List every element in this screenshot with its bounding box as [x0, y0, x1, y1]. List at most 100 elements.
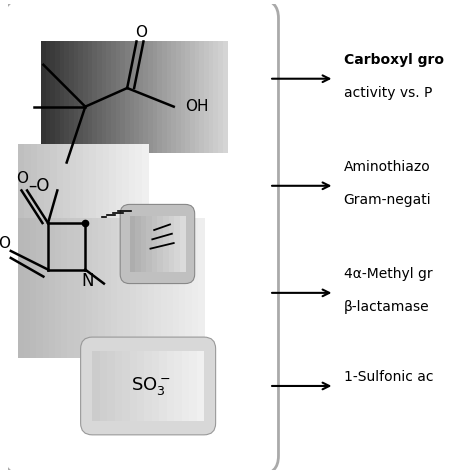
Bar	[50, 144, 58, 228]
Bar	[122, 351, 130, 421]
Bar	[61, 219, 68, 358]
Bar	[120, 42, 126, 153]
Bar	[122, 144, 129, 228]
Bar	[44, 144, 51, 228]
Bar	[30, 219, 37, 358]
Bar	[209, 42, 214, 153]
Bar	[78, 42, 84, 153]
Bar	[49, 219, 56, 358]
Bar	[24, 219, 31, 358]
Bar	[134, 42, 140, 153]
Bar	[96, 144, 103, 228]
Bar	[135, 144, 143, 228]
Bar	[115, 351, 122, 421]
Bar	[36, 219, 44, 358]
Bar	[148, 42, 154, 153]
Bar	[185, 219, 192, 358]
Bar	[128, 144, 136, 228]
Bar	[73, 42, 79, 153]
Bar	[69, 42, 74, 153]
Bar	[195, 42, 201, 153]
Bar	[153, 42, 158, 153]
Bar	[111, 42, 117, 153]
Bar	[73, 219, 81, 358]
Text: –O: –O	[28, 177, 49, 195]
Bar	[83, 144, 91, 228]
Bar	[109, 144, 117, 228]
FancyBboxPatch shape	[81, 337, 216, 435]
Bar	[83, 42, 89, 153]
Text: Carboxyl gro: Carboxyl gro	[344, 53, 444, 67]
Bar	[141, 216, 147, 272]
Bar	[176, 42, 182, 153]
Bar	[197, 351, 204, 421]
Bar	[185, 42, 191, 153]
Bar	[70, 144, 77, 228]
Bar	[137, 351, 145, 421]
Bar	[24, 144, 32, 228]
Bar	[167, 351, 174, 421]
Bar	[116, 144, 123, 228]
Bar	[106, 42, 112, 153]
Bar	[136, 219, 143, 358]
Bar	[46, 42, 51, 153]
Bar	[148, 219, 155, 358]
Bar	[155, 219, 162, 358]
Text: O: O	[17, 171, 28, 186]
Bar	[43, 219, 50, 358]
Bar	[129, 42, 135, 153]
Bar	[167, 42, 173, 153]
Bar	[198, 219, 205, 358]
Bar	[191, 219, 199, 358]
Bar	[76, 144, 84, 228]
Bar	[167, 219, 174, 358]
Bar	[142, 219, 149, 358]
Bar	[86, 219, 93, 358]
Bar	[92, 351, 100, 421]
Bar	[146, 216, 152, 272]
Bar	[80, 219, 87, 358]
FancyBboxPatch shape	[4, 0, 279, 474]
Bar	[67, 219, 74, 358]
Bar	[182, 351, 190, 421]
Bar	[190, 42, 196, 153]
Bar	[139, 42, 145, 153]
Bar	[218, 42, 224, 153]
Bar	[90, 144, 97, 228]
Bar	[174, 216, 180, 272]
Bar	[117, 219, 124, 358]
Bar	[129, 216, 136, 272]
Bar	[60, 42, 65, 153]
Bar	[173, 219, 180, 358]
Text: O: O	[135, 25, 147, 40]
Bar	[169, 216, 174, 272]
Bar	[97, 42, 102, 153]
FancyBboxPatch shape	[120, 204, 195, 283]
Bar	[204, 42, 210, 153]
Bar	[57, 144, 64, 228]
Text: 4α-Methyl gr: 4α-Methyl gr	[344, 267, 432, 281]
Bar	[172, 42, 177, 153]
Bar	[116, 42, 121, 153]
Bar	[99, 219, 106, 358]
Bar	[129, 219, 137, 358]
Bar	[145, 351, 152, 421]
Bar	[213, 42, 219, 153]
Bar	[105, 219, 112, 358]
Bar	[180, 216, 186, 272]
Bar	[181, 42, 186, 153]
Bar	[157, 216, 164, 272]
Bar	[101, 42, 107, 153]
Bar	[31, 144, 38, 228]
Text: Gram-negati: Gram-negati	[344, 193, 431, 207]
Bar	[64, 144, 71, 228]
Bar	[100, 351, 108, 421]
Bar	[159, 351, 167, 421]
Bar	[152, 351, 160, 421]
Bar	[189, 351, 197, 421]
Bar	[55, 42, 61, 153]
Bar	[88, 42, 93, 153]
Bar	[18, 219, 25, 358]
Bar	[102, 144, 110, 228]
Bar	[162, 42, 168, 153]
